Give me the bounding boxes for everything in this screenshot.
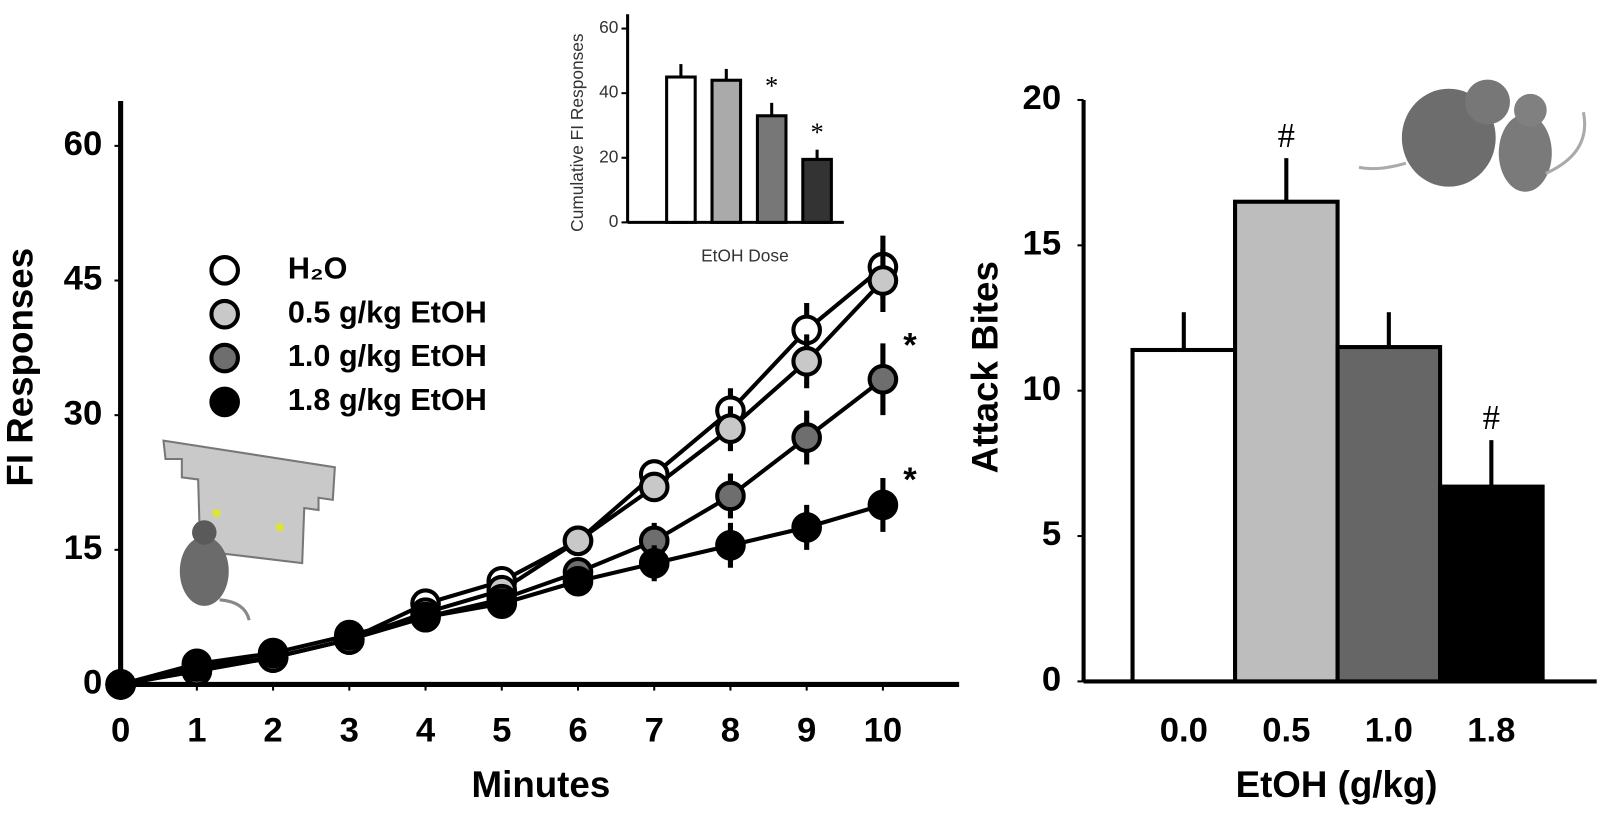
- x-tick-label: 3: [340, 712, 359, 750]
- significance-marker: #: [1483, 398, 1500, 437]
- y-axis-label: Cumulative FI Responses: [567, 33, 587, 232]
- data-point: [638, 547, 670, 579]
- legend-marker: [209, 342, 240, 374]
- x-tick-label: 10: [864, 712, 903, 750]
- legend-label: H₂O: [288, 251, 348, 285]
- data-point: [181, 648, 213, 680]
- x-tick-label: 0: [111, 712, 130, 750]
- legend-marker: [209, 255, 240, 286]
- data-point: [257, 637, 289, 669]
- legend-marker: [209, 298, 240, 330]
- data-point: [867, 489, 899, 521]
- y-tick-label: 15: [64, 529, 103, 567]
- x-tick-label: 8: [721, 712, 740, 750]
- y-tick-label: 45: [64, 260, 103, 298]
- significance-marker: *: [903, 327, 917, 365]
- x-tick-label: 2: [263, 712, 282, 750]
- x-tick-label: 4: [416, 712, 436, 750]
- data-point: [410, 601, 441, 633]
- y-tick-label: 15: [1023, 224, 1062, 262]
- y-tick-label: 0: [609, 211, 619, 231]
- bar: [1130, 347, 1238, 684]
- bar: [710, 78, 743, 224]
- x-tick-label: 7: [645, 712, 664, 750]
- data-point: [791, 512, 822, 543]
- y-tick-label: 10: [1023, 370, 1062, 408]
- bar: [1233, 199, 1340, 684]
- data-point: [334, 619, 365, 651]
- legend-label: 1.8 g/kg EtOH: [288, 383, 487, 417]
- legend-label: 1.0 g/kg EtOH: [288, 339, 487, 373]
- y-tick-label: 0: [1042, 661, 1061, 699]
- operant-panel-illustration: [162, 439, 336, 621]
- y-tick-label: 20: [1023, 79, 1062, 117]
- data-point: [715, 530, 746, 561]
- y-axis-label: FI Responses: [0, 248, 40, 487]
- y-tick-label: 60: [64, 125, 103, 163]
- data-point: [562, 525, 594, 557]
- y-tick-label: 30: [64, 394, 103, 432]
- data-point: [867, 363, 899, 395]
- significance-marker: *: [765, 70, 778, 100]
- data-point: [715, 413, 746, 444]
- x-tick-label: 1.8: [1467, 712, 1515, 750]
- mice-illustration: [1358, 79, 1587, 192]
- x-tick-label: 9: [797, 712, 816, 750]
- y-tick-label: 20: [599, 146, 618, 166]
- x-tick-label: 1.0: [1365, 712, 1413, 750]
- significance-marker: *: [810, 117, 823, 147]
- x-tick-label: 5: [492, 712, 511, 750]
- y-tick-label: 5: [1042, 515, 1061, 553]
- x-tick-label: 0.0: [1160, 712, 1208, 750]
- x-axis-label: EtOH (g/kg): [1236, 764, 1438, 805]
- data-point: [105, 669, 136, 700]
- bar: [1335, 345, 1443, 684]
- data-point: [715, 480, 746, 512]
- bar: [801, 157, 833, 224]
- data-point: [791, 422, 822, 453]
- x-tick-label: 1: [187, 712, 206, 750]
- legend-marker: [209, 386, 240, 418]
- y-axis-label: Attack Bites: [964, 261, 1005, 473]
- data-point: [562, 565, 594, 597]
- data-point: [638, 471, 670, 503]
- x-tick-label: 6: [568, 712, 587, 750]
- legend-label: 0.5 g/kg EtOH: [288, 295, 487, 329]
- y-tick-label: 0: [83, 664, 102, 702]
- x-axis-label: Minutes: [472, 764, 611, 805]
- x-tick-label: 0.5: [1262, 712, 1310, 750]
- y-tick-label: 60: [599, 17, 618, 37]
- data-point: [867, 265, 899, 296]
- data-point: [486, 588, 518, 619]
- significance-marker: *: [903, 461, 917, 499]
- x-axis-label: EtOH Dose: [701, 246, 789, 266]
- bar: [1438, 484, 1545, 684]
- bar: [755, 114, 788, 224]
- significance-marker: #: [1278, 116, 1295, 155]
- y-tick-label: 40: [599, 82, 618, 102]
- bar: [665, 75, 697, 224]
- data-point: [791, 346, 822, 377]
